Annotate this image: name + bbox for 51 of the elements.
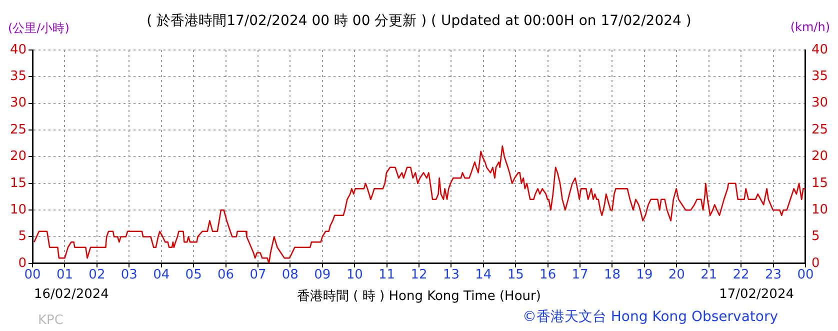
y-tick-label: 15 [10, 176, 27, 191]
y2-tick-label: 0 [811, 256, 820, 271]
x-tick-label: 08 [282, 268, 298, 283]
x-tick-label: 17 [572, 268, 588, 283]
x-tick-label: 06 [218, 268, 234, 283]
y-tick-label: 10 [10, 202, 27, 218]
y2-tick-label: 35 [811, 69, 828, 84]
x-tick-label: 15 [507, 268, 524, 283]
x-tick-label: 01 [56, 268, 74, 283]
x-tick-label: 02 [88, 268, 106, 283]
chart-title: ( 於香港時間17/02/2024 00 時 00 分更新 ) ( Updated at 00:00H on 17/02/2024 ) [146, 13, 692, 29]
x-tick-label: 20 [668, 268, 685, 283]
x-tick-label: 04 [153, 268, 170, 283]
x-tick-label: 19 [636, 268, 653, 283]
text: KPC [38, 313, 64, 328]
x-tick-label: 11 [378, 268, 396, 283]
x-tick-label: 10 [346, 268, 363, 283]
y2-tick-label: 5 [811, 229, 820, 244]
x-axis-title: 香港時間 ( 時 ) Hong Kong Time (Hour) [297, 289, 541, 304]
y-tick-label: 5 [18, 229, 27, 244]
y-tick-label: 30 [10, 96, 27, 111]
x-tick-label: 21 [700, 268, 718, 283]
y2-tick-label: 40 [811, 42, 828, 58]
y-tick-label: 20 [10, 149, 27, 164]
x-tick-label: 13 [442, 268, 460, 283]
y2-tick-label: 15 [811, 176, 828, 191]
y-tick-label: 25 [10, 122, 27, 138]
x-tick-label: 14 [475, 268, 492, 283]
x-tick-label: 09 [314, 268, 331, 283]
y2-tick-label: 30 [811, 96, 828, 111]
y2-axis-title: (km/h) [790, 20, 830, 34]
text: 16/02/2024 [34, 287, 109, 302]
x-tick-label: 23 [764, 268, 782, 283]
y-axis-title: (公里/小時) [8, 20, 70, 37]
y-tick-label: 0 [18, 256, 27, 271]
text: 17/02/2024 [719, 287, 794, 302]
y2-tick-label: 10 [811, 202, 828, 218]
x-tick-label: 12 [410, 268, 428, 283]
y2-tick-label: 25 [811, 122, 828, 138]
x-tick-label: 05 [185, 268, 202, 283]
y2-tick-label: 20 [811, 149, 828, 164]
text: ©香港天文台 Hong Kong Observatory [522, 308, 778, 326]
x-tick-label: 22 [732, 268, 750, 283]
y-tick-label: 40 [10, 42, 27, 58]
y-tick-label: 35 [10, 69, 27, 84]
x-tick-label: 16 [540, 268, 556, 283]
x-tick-label: 03 [120, 268, 138, 283]
x-tick-label: 18 [604, 268, 620, 283]
x-tick-label: 00 [24, 268, 41, 283]
x-tick-label: 00 [797, 268, 814, 283]
x-tick-label: 07 [250, 268, 266, 283]
